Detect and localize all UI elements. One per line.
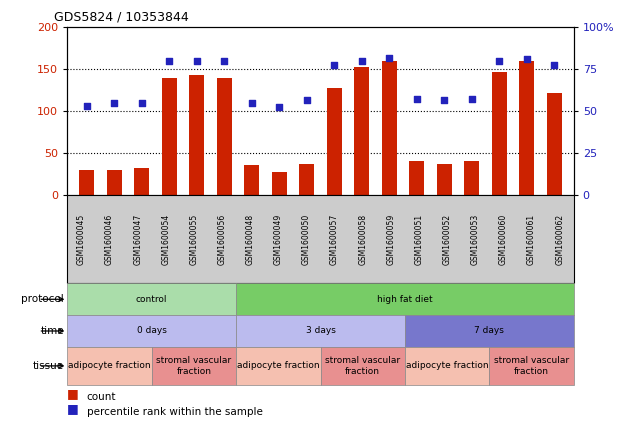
Text: GSM1600062: GSM1600062 bbox=[555, 214, 564, 264]
Point bbox=[439, 97, 449, 104]
Bar bbox=[79, 170, 94, 195]
Text: GSM1600048: GSM1600048 bbox=[246, 214, 254, 264]
Bar bbox=[327, 88, 342, 195]
Text: 0 days: 0 days bbox=[137, 327, 167, 335]
Point bbox=[164, 58, 174, 64]
Text: ■: ■ bbox=[67, 387, 79, 400]
Point bbox=[356, 58, 367, 64]
Point bbox=[302, 97, 312, 104]
Bar bbox=[272, 172, 287, 195]
Bar bbox=[409, 161, 424, 195]
Text: GSM1600059: GSM1600059 bbox=[387, 213, 395, 265]
Point bbox=[109, 99, 119, 106]
Point bbox=[549, 62, 560, 69]
Point bbox=[137, 99, 147, 106]
Bar bbox=[217, 78, 232, 195]
Bar bbox=[162, 78, 177, 195]
Bar bbox=[547, 93, 562, 195]
Text: ■: ■ bbox=[67, 402, 79, 415]
Text: tissue: tissue bbox=[33, 361, 64, 371]
Text: stromal vascular
fraction: stromal vascular fraction bbox=[325, 356, 400, 376]
Text: adipocyte fraction: adipocyte fraction bbox=[68, 361, 151, 371]
Text: GSM1600049: GSM1600049 bbox=[274, 213, 283, 265]
Bar bbox=[106, 170, 122, 195]
Point bbox=[219, 58, 229, 64]
Text: adipocyte fraction: adipocyte fraction bbox=[237, 361, 320, 371]
Text: GSM1600052: GSM1600052 bbox=[442, 214, 452, 264]
Text: GSM1600054: GSM1600054 bbox=[162, 213, 171, 265]
Text: GSM1600047: GSM1600047 bbox=[133, 213, 142, 265]
Text: adipocyte fraction: adipocyte fraction bbox=[406, 361, 488, 371]
Bar bbox=[464, 161, 479, 195]
Text: 3 days: 3 days bbox=[306, 327, 335, 335]
Bar bbox=[244, 165, 259, 195]
Text: GSM1600053: GSM1600053 bbox=[470, 213, 479, 265]
Text: GSM1600045: GSM1600045 bbox=[77, 213, 86, 265]
Text: GSM1600050: GSM1600050 bbox=[302, 213, 311, 265]
Point bbox=[384, 55, 394, 62]
Text: high fat diet: high fat diet bbox=[377, 295, 433, 304]
Bar bbox=[382, 61, 397, 195]
Bar bbox=[492, 72, 507, 195]
Point bbox=[522, 56, 532, 63]
Point bbox=[81, 103, 92, 110]
Point bbox=[192, 58, 202, 64]
Text: GSM1600058: GSM1600058 bbox=[358, 214, 367, 264]
Point bbox=[247, 99, 257, 106]
Text: percentile rank within the sample: percentile rank within the sample bbox=[87, 407, 262, 418]
Text: GSM1600056: GSM1600056 bbox=[217, 213, 226, 265]
Point bbox=[467, 95, 477, 102]
Text: stromal vascular
fraction: stromal vascular fraction bbox=[156, 356, 231, 376]
Point bbox=[274, 104, 285, 110]
Point bbox=[329, 62, 339, 69]
Text: 7 days: 7 days bbox=[474, 327, 504, 335]
Text: protocol: protocol bbox=[21, 294, 64, 304]
Text: control: control bbox=[136, 295, 167, 304]
Text: GSM1600046: GSM1600046 bbox=[105, 213, 114, 265]
Text: GSM1600061: GSM1600061 bbox=[527, 214, 536, 264]
Text: GSM1600055: GSM1600055 bbox=[189, 213, 199, 265]
Text: GSM1600060: GSM1600060 bbox=[499, 213, 508, 265]
Text: count: count bbox=[87, 392, 116, 402]
Bar bbox=[437, 164, 452, 195]
Bar bbox=[519, 61, 535, 195]
Text: GDS5824 / 10353844: GDS5824 / 10353844 bbox=[54, 10, 189, 23]
Text: stromal vascular
fraction: stromal vascular fraction bbox=[494, 356, 569, 376]
Point bbox=[412, 95, 422, 102]
Text: GSM1600051: GSM1600051 bbox=[415, 214, 424, 264]
Text: time: time bbox=[40, 326, 64, 336]
Bar bbox=[299, 164, 314, 195]
Bar bbox=[354, 67, 369, 195]
Bar bbox=[134, 168, 149, 195]
Point bbox=[494, 58, 504, 64]
Bar bbox=[189, 75, 204, 195]
Text: GSM1600057: GSM1600057 bbox=[330, 213, 339, 265]
